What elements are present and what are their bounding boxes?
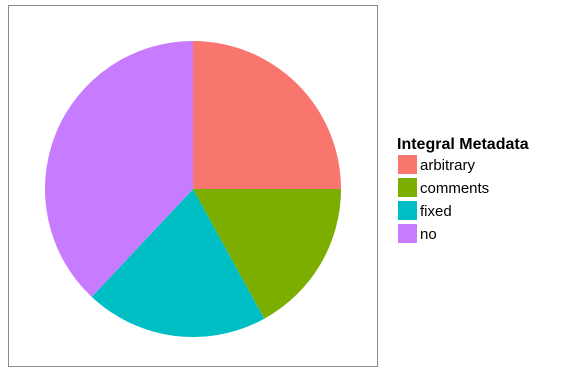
legend-label-comments: comments bbox=[420, 180, 489, 197]
legend-title: Integral Metadata bbox=[397, 136, 529, 153]
legend-item-no: no bbox=[398, 224, 437, 243]
legend-items: arbitrary comments fixed no bbox=[398, 155, 489, 243]
pie-slice-no bbox=[44, 41, 194, 297]
legend-label-arbitrary: arbitrary bbox=[420, 157, 476, 174]
pie-slice-comments bbox=[193, 189, 341, 319]
pie-slices bbox=[44, 41, 341, 337]
pie-slice-fixed bbox=[91, 189, 265, 337]
legend-label-no: no bbox=[420, 226, 437, 243]
legend-swatch-comments bbox=[398, 178, 417, 197]
legend-swatch-fixed bbox=[398, 201, 417, 220]
legend-swatch-arbitrary bbox=[398, 155, 417, 174]
legend-item-arbitrary: arbitrary bbox=[398, 155, 476, 174]
legend-item-comments: comments bbox=[398, 178, 489, 197]
legend-item-fixed: fixed bbox=[398, 201, 452, 220]
legend-label-fixed: fixed bbox=[420, 203, 452, 220]
legend-swatch-no bbox=[398, 224, 417, 243]
pie-slice-arbitrary bbox=[193, 41, 341, 189]
legend: Integral Metadata arbitrary comments fixed… bbox=[397, 136, 529, 243]
